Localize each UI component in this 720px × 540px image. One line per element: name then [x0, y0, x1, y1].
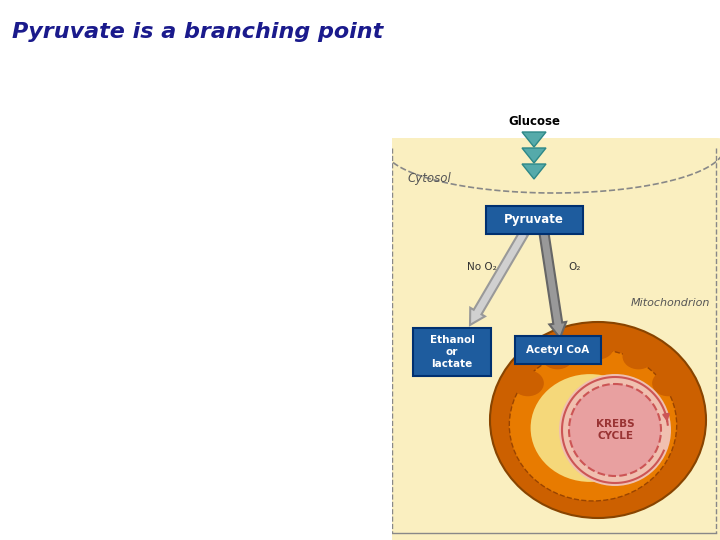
Ellipse shape: [200, 188, 256, 232]
Text: Krebs cycle: Krebs cycle: [140, 398, 266, 417]
Text: Mitochondrion: Mitochondrion: [631, 298, 710, 308]
FancyBboxPatch shape: [120, 109, 250, 147]
Text: anaerobic: anaerobic: [8, 346, 117, 365]
FancyBboxPatch shape: [485, 206, 582, 234]
FancyBboxPatch shape: [413, 328, 491, 376]
Ellipse shape: [490, 322, 706, 518]
Ellipse shape: [652, 370, 684, 396]
Ellipse shape: [623, 343, 654, 369]
Text: Pyruvate is a branching point: Pyruvate is a branching point: [12, 22, 383, 42]
FancyBboxPatch shape: [515, 336, 601, 364]
Polygon shape: [522, 164, 546, 179]
FancyBboxPatch shape: [382, 138, 720, 540]
Ellipse shape: [100, 195, 160, 239]
Ellipse shape: [582, 334, 614, 360]
Text: Pyruvate: Pyruvate: [504, 213, 564, 226]
Polygon shape: [97, 144, 169, 295]
Text: mitochondria: mitochondria: [140, 370, 286, 389]
Text: O₂: O₂: [568, 262, 580, 272]
Text: Ethanol
or
lactate: Ethanol or lactate: [430, 335, 474, 369]
Polygon shape: [539, 232, 566, 338]
Ellipse shape: [531, 374, 649, 482]
Text: KREBS
CYCLE: KREBS CYCLE: [595, 419, 634, 441]
Text: Cytosol: Cytosol: [408, 172, 451, 185]
Polygon shape: [470, 231, 528, 325]
Polygon shape: [522, 132, 546, 147]
Circle shape: [569, 384, 661, 476]
Text: Acetyl CoA: Acetyl CoA: [526, 345, 590, 355]
Polygon shape: [197, 145, 243, 318]
Circle shape: [559, 374, 671, 486]
Text: Glucose: Glucose: [508, 115, 560, 128]
Bar: [0, 100, 392, 540]
Ellipse shape: [512, 370, 544, 396]
Polygon shape: [522, 148, 546, 163]
Text: aerobic respn: aerobic respn: [140, 426, 291, 445]
Ellipse shape: [541, 343, 574, 369]
Text: Pyruvate: Pyruvate: [132, 118, 238, 138]
Text: respn: respn: [8, 374, 71, 393]
Text: fermentation: fermentation: [8, 318, 153, 337]
Ellipse shape: [509, 349, 677, 501]
Text: No O₂: No O₂: [467, 262, 497, 272]
